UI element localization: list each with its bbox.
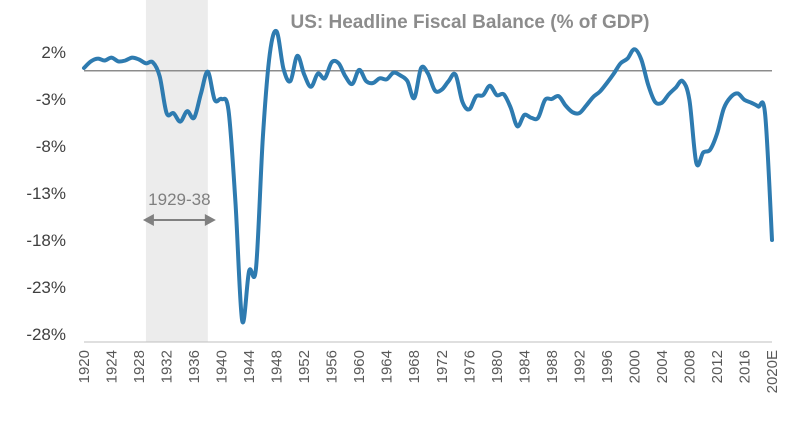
period-label: 1929-38 [148, 190, 210, 209]
x-tick-label: 1980 [489, 350, 506, 383]
period-arrow-left-head [142, 214, 154, 226]
x-tick-label: 1944 [241, 350, 258, 383]
shaded-period-1929-38 [145, 0, 208, 342]
x-tick-label: 1960 [351, 350, 368, 383]
x-tick-label: 1956 [324, 350, 341, 383]
x-tick-label: 1952 [296, 350, 313, 383]
x-tick-label: 1996 [599, 350, 616, 383]
x-tick-label: 2004 [654, 350, 671, 383]
chart-title: US: Headline Fiscal Balance (% of GDP) [291, 12, 650, 33]
period-arrow-right-head [204, 214, 216, 226]
x-tick-label: 1964 [379, 350, 396, 383]
y-tick-label: -13% [26, 184, 66, 203]
x-tick-label: 1976 [461, 350, 478, 383]
x-tick-label: 1948 [269, 350, 286, 383]
y-tick-label: -28% [26, 325, 66, 344]
x-tick-label: 1936 [186, 350, 203, 383]
x-tick-label: 1992 [571, 350, 588, 383]
y-tick-label: -3% [36, 90, 66, 109]
x-tick-label: 1940 [214, 350, 231, 383]
y-tick-label: -18% [26, 231, 66, 250]
y-tick-label: -8% [36, 137, 66, 156]
x-tick-label: 2000 [626, 350, 643, 383]
x-tick-label: 1924 [104, 350, 121, 383]
x-tick-label: 1968 [406, 350, 423, 383]
x-tick-label: 1928 [131, 350, 148, 383]
x-tick-label: 2008 [681, 350, 698, 383]
axis-layer: 2% -3% -8% -13% -18% -23% -28% 1920 1924 1928 1932… [26, 43, 781, 393]
annotation-layer: 1929-38 [142, 190, 216, 226]
x-tick-label: 1932 [159, 350, 176, 383]
y-tick-label: 2% [41, 43, 66, 62]
shaded-period-layer [145, 0, 208, 342]
series-layer [82, 28, 774, 325]
x-tick-label: 2016 [736, 350, 753, 383]
x-tick-label: 2020E [764, 350, 781, 393]
x-tick-label: 1920 [76, 350, 93, 383]
y-tick-label: -23% [26, 278, 66, 297]
fiscal-balance-line [82, 28, 774, 325]
x-tick-label: 1984 [516, 350, 533, 383]
x-tick-label: 1988 [544, 350, 561, 383]
x-tick-label: 2012 [709, 350, 726, 383]
x-tick-label: 1972 [434, 350, 451, 383]
